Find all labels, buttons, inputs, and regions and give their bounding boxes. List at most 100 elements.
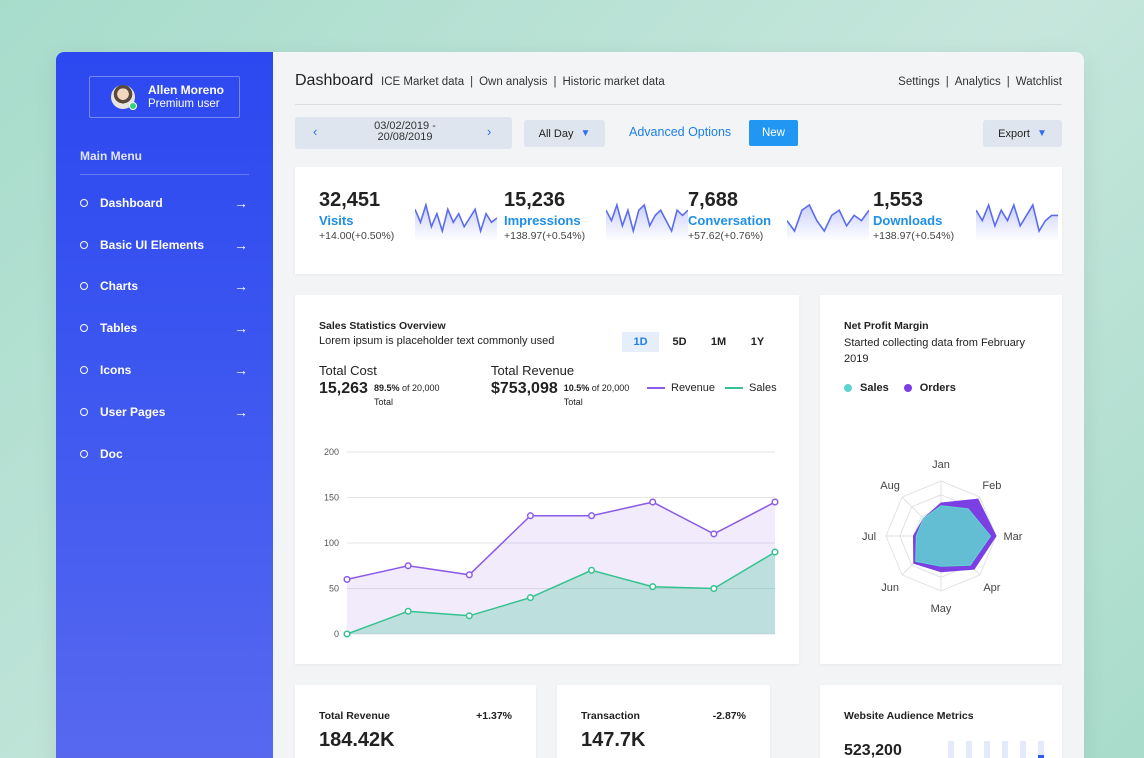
revenue-point <box>710 530 718 538</box>
main-content: Dashboard ICE Market data | Own analysis | H… <box>273 52 1084 758</box>
sales-point <box>526 594 534 602</box>
sales-point <box>649 583 657 591</box>
bullet-icon <box>80 324 88 333</box>
revenue-area <box>347 502 775 634</box>
stat-visits: 32,451 Visits +14.00(+0.50%) <box>319 189 394 242</box>
radar-axis-label: Aug <box>880 480 900 492</box>
radar-axis-label: Jul <box>862 531 876 543</box>
header-links: ICE Market data | Own analysis | Historic ma… <box>381 76 665 88</box>
legend-sales: Sales <box>749 382 777 394</box>
revenue-point <box>649 498 657 506</box>
app-window: Allen Moreno Premium user Main Menu Dash… <box>56 52 1084 758</box>
user-profile[interactable]: Allen Moreno Premium user <box>89 76 240 118</box>
stat-value: 7,688 <box>688 189 739 211</box>
legend-sales: Sales <box>860 382 889 394</box>
y-tick-label: 50 <box>329 584 339 594</box>
tab-1m[interactable]: 1M <box>710 336 727 348</box>
link-analytics[interactable]: Analytics <box>954 76 1001 88</box>
metric-of: of 20,000 <box>399 383 440 393</box>
revenue-point <box>526 512 534 520</box>
legend-orders: Orders <box>919 382 956 394</box>
menu-divider <box>80 174 249 175</box>
stat-value: 15,236 <box>504 189 566 211</box>
radar-axis-label: Jun <box>881 582 899 594</box>
mini-bar <box>1020 741 1026 758</box>
radar-legend: Sales Orders <box>844 382 956 394</box>
date-range-picker[interactable]: ‹ 03/02/2019 - 20/08/2019 › <box>295 117 512 149</box>
link-settings[interactable]: Settings <box>898 76 940 88</box>
stat-change: +14.00(+0.50%) <box>319 230 395 242</box>
arrow-right-icon: → <box>234 194 248 211</box>
chevron-left-icon[interactable]: ‹ <box>313 124 318 139</box>
new-button[interactable]: New <box>749 120 798 146</box>
sidebar-item-label: Icons <box>100 363 132 378</box>
sales-area-chart: 0 50 100 150 200 <box>324 447 779 639</box>
metric-value: $753,098 <box>491 380 558 397</box>
legend-sales-swatch <box>725 387 744 389</box>
all-day-dropdown[interactable]: All Day ▼ <box>524 120 605 147</box>
link-separator: | <box>1006 76 1010 88</box>
change-badge: +1.37% <box>476 710 512 722</box>
change-badge: -2.87% <box>712 710 746 722</box>
net-profit-card: Net Profit Margin Started collecting dat… <box>820 295 1062 664</box>
total-revenue-metric: Total Revenue $753,098 10.5% of 20,000 T… <box>491 363 629 409</box>
user-role: Premium user <box>148 98 220 110</box>
sidebar-item-label: Dashboard <box>100 195 163 210</box>
chevron-right-icon[interactable]: › <box>487 124 492 139</box>
transaction-card: Transaction -2.87% 147.7K <box>557 685 770 758</box>
sparkline-visits <box>415 202 497 241</box>
y-tick-label: 150 <box>324 493 339 503</box>
stat-label: Downloads <box>873 213 943 228</box>
card-value: 184.42K <box>319 729 395 751</box>
y-tick-label: 0 <box>334 629 339 639</box>
sidebar-item-doc[interactable]: Doc <box>80 433 250 475</box>
tab-1d[interactable]: 1D <box>622 332 659 352</box>
card-title: Net Profit Margin <box>844 320 929 332</box>
sidebar-item-basic-ui-elements[interactable]: Basic UI Elements → <box>80 224 250 266</box>
sparkline-downloads <box>976 202 1058 241</box>
sales-line <box>346 551 776 635</box>
tab-5d[interactable]: 5D <box>672 336 687 348</box>
mini-bar <box>948 741 954 758</box>
radar-axis-label: Feb <box>982 480 1001 492</box>
sidebar-item-dashboard[interactable]: Dashboard → <box>80 182 250 224</box>
link-own-analysis[interactable]: Own analysis <box>479 76 548 88</box>
radar-axis-label: Jan <box>932 459 950 471</box>
sidebar-item-tables[interactable]: Tables → <box>80 307 250 349</box>
sales-statistics-card: Sales Statistics Overview Lorem ipsum is… <box>295 295 799 664</box>
stats-card: 32,451 Visits +14.00(+0.50%) 15,236 Impr… <box>295 167 1062 274</box>
bullet-icon <box>80 282 88 291</box>
card-title: Website Audience Metrics <box>844 710 974 722</box>
metric-total-label: Total <box>373 397 393 407</box>
total-cost-metric: Total Cost 15,263 89.5% of 20,000 Total <box>319 363 440 409</box>
sales-point <box>465 612 473 620</box>
link-ice-market-data[interactable]: ICE Market data <box>381 76 465 88</box>
sales-point <box>588 566 596 574</box>
sales-point <box>404 607 412 615</box>
mini-bar <box>1038 741 1044 758</box>
audience-metrics-card: Website Audience Metrics 523,200 <box>820 685 1062 758</box>
radar-axis-label: Mar <box>1004 531 1023 543</box>
sparkline-area <box>415 205 497 241</box>
sidebar-item-charts[interactable]: Charts → <box>80 266 250 308</box>
chevron-down-icon: ▼ <box>1036 128 1047 139</box>
legend-sales-dot <box>844 384 852 392</box>
metric-value: 15,263 <box>319 380 368 397</box>
export-dropdown[interactable]: Export ▼ <box>983 120 1062 147</box>
card-value: 523,200 <box>844 742 902 758</box>
avatar <box>111 85 137 110</box>
sparkline-line <box>415 202 497 234</box>
radar-chart: Jan Feb Mar Apr May Jun Jul Aug <box>862 459 1023 615</box>
link-watchlist[interactable]: Watchlist <box>1015 76 1062 88</box>
arrow-right-icon: → <box>234 236 248 253</box>
tab-1y[interactable]: 1Y <box>750 336 765 348</box>
sidebar-item-user-pages[interactable]: User Pages → <box>80 391 250 433</box>
y-tick-label: 100 <box>324 538 339 548</box>
sparkline-line <box>606 202 688 235</box>
link-separator: | <box>470 76 474 88</box>
sidebar-item-icons[interactable]: Icons → <box>80 349 250 391</box>
link-historic-market-data[interactable]: Historic market data <box>562 76 665 88</box>
export-label: Export <box>998 127 1030 140</box>
advanced-options-link[interactable]: Advanced Options <box>629 125 732 139</box>
sales-point <box>710 584 718 593</box>
